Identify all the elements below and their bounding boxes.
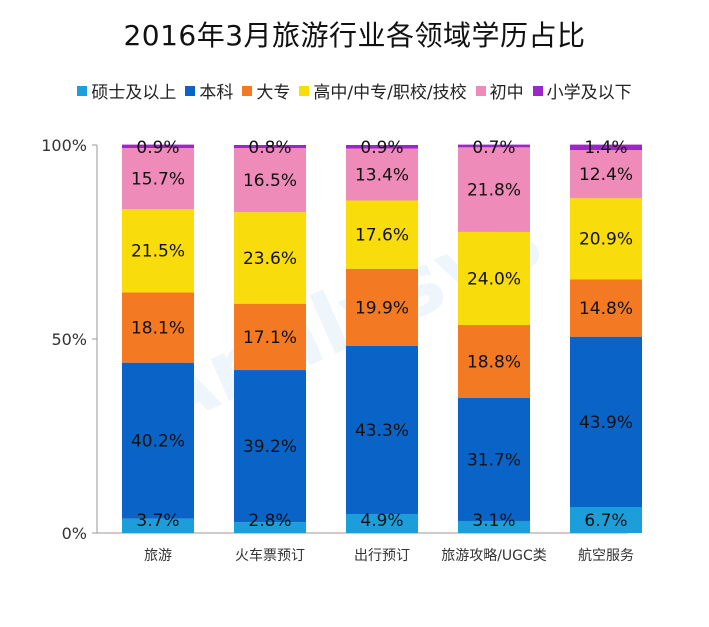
data-label: 14.8% <box>579 299 633 319</box>
legend-label: 大专 <box>256 83 291 103</box>
legend-item-masters: 硕士及以上 <box>77 78 176 103</box>
data-label: 20.9% <box>579 230 633 250</box>
bar-segment <box>346 145 418 149</box>
data-label: 43.3% <box>355 421 409 441</box>
legend-item-highschool: 高中/中专/职校/技校 <box>299 78 467 103</box>
data-label: 15.7% <box>131 170 185 190</box>
bar-segment <box>122 209 194 293</box>
data-label: 18.1% <box>131 319 185 339</box>
data-label: 6.7% <box>584 511 627 531</box>
data-label: 21.5% <box>131 242 185 262</box>
bar-segment <box>122 518 194 533</box>
legend-swatch <box>242 85 253 96</box>
bar-segment <box>570 336 642 508</box>
legend-label: 高中/中专/职校/技校 <box>313 83 467 103</box>
chart-legend: 硕士及以上 本科 大专 高中/中专/职校/技校 初中 小学及以下 <box>0 78 709 103</box>
x-tick-label: 火车票预订 <box>235 547 305 564</box>
bar-segment <box>570 144 642 151</box>
bar-segment <box>122 144 194 149</box>
legend-item-college: 大专 <box>242 78 290 103</box>
data-label: 0.7% <box>472 138 515 158</box>
data-label: 18.8% <box>467 353 521 373</box>
data-label: 31.7% <box>467 450 521 470</box>
y-tick-label: 50% <box>51 330 87 349</box>
data-label: 0.9% <box>136 138 179 158</box>
bar-segment <box>570 198 642 280</box>
bar-segment <box>234 145 306 149</box>
legend-swatch <box>299 85 310 96</box>
bar-segment <box>234 370 306 523</box>
legend-swatch <box>185 85 196 96</box>
legend-item-primary: 小学及以下 <box>532 78 632 103</box>
legend-swatch <box>475 85 486 96</box>
data-label: 1.4% <box>584 138 627 158</box>
data-label: 12.4% <box>579 165 633 185</box>
x-tick-label: 出行预订 <box>354 548 410 564</box>
legend-swatch <box>77 85 88 96</box>
bar-segment <box>122 362 194 519</box>
bar-segment <box>346 513 418 533</box>
x-tick-label: 旅游 <box>144 548 172 564</box>
x-tick-label: 航空服务 <box>578 548 634 564</box>
data-label: 0.9% <box>360 138 403 158</box>
bar-segment <box>570 507 642 533</box>
data-label: 23.6% <box>243 249 297 269</box>
data-label: 3.7% <box>136 511 179 531</box>
data-label: 24.0% <box>467 269 521 289</box>
data-label: 19.9% <box>355 298 409 318</box>
y-tick-label: 0% <box>62 524 87 543</box>
bar-segment <box>458 231 530 326</box>
data-label: 17.6% <box>355 226 409 246</box>
legend-item-juniorhigh: 初中 <box>475 78 524 103</box>
data-label: 16.5% <box>243 171 297 191</box>
bar-segment <box>570 150 642 199</box>
chart-title: 2016年3月旅游行业各领域学历占比 <box>123 19 586 52</box>
data-label: 17.1% <box>243 328 297 348</box>
legend-label: 小学及以下 <box>546 83 632 103</box>
legend-swatch <box>532 85 543 96</box>
data-label: 40.2% <box>131 432 185 452</box>
bar-segment <box>458 397 530 521</box>
data-label: 39.2% <box>243 437 297 457</box>
bar-segment <box>122 292 194 363</box>
bar-segment <box>346 200 418 269</box>
data-label: 3.1% <box>472 511 515 531</box>
data-label: 2.8% <box>248 511 291 531</box>
bar-segment <box>346 268 418 346</box>
data-label: 4.9% <box>360 511 403 531</box>
legend-label: 本科 <box>199 83 234 103</box>
legend-item-bachelor: 本科 <box>185 78 233 103</box>
bar-segment <box>458 520 530 533</box>
data-label: 43.9% <box>579 413 633 433</box>
bar-segment <box>122 148 194 210</box>
data-label: 13.4% <box>355 165 409 185</box>
data-label: 0.8% <box>248 138 291 158</box>
bar-segment <box>346 345 418 514</box>
bar-segment <box>458 147 530 232</box>
bar-segment <box>234 303 306 371</box>
bar-segment <box>458 325 530 398</box>
legend-label: 初中 <box>489 83 524 103</box>
legend-label: 硕士及以上 <box>91 83 177 103</box>
bar-segment <box>234 148 306 213</box>
y-tick-label: 100% <box>41 136 87 155</box>
bar-segment <box>234 522 306 533</box>
bar-segment <box>570 279 642 337</box>
bar-segment <box>346 148 418 201</box>
x-tick-label: 旅游攻略/UGC类 <box>441 548 547 564</box>
data-label: 21.8% <box>467 181 521 201</box>
bar-segment <box>458 144 530 148</box>
bar-segment <box>234 212 306 304</box>
